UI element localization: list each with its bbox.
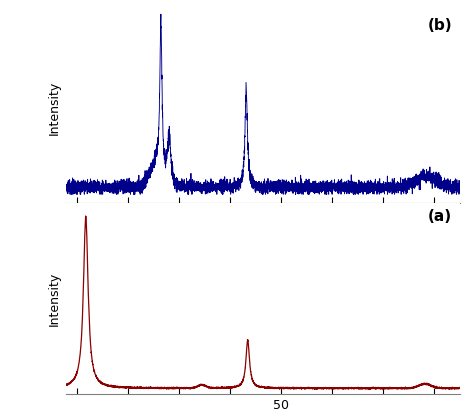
Y-axis label: Intensity: Intensity <box>48 81 61 135</box>
X-axis label: 2 theta (degree): 2 theta (degree) <box>205 222 321 235</box>
Text: (a): (a) <box>428 209 452 224</box>
Text: (b): (b) <box>427 18 452 33</box>
Y-axis label: Intensity: Intensity <box>48 272 61 326</box>
